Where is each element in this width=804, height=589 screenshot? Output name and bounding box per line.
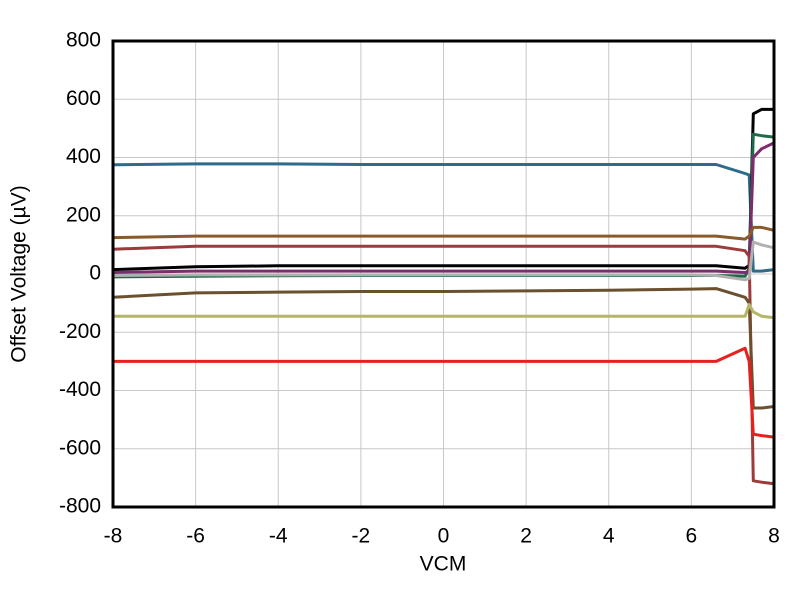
x-tick-label: 6	[686, 525, 698, 548]
y-tick-label: -200	[59, 320, 101, 343]
x-tick-label: -8	[104, 525, 123, 548]
data-line	[113, 303, 775, 320]
x-tick-label: -6	[186, 525, 205, 548]
x-tick-label: 4	[603, 525, 615, 548]
data-line	[112, 240, 775, 282]
x-tick-label: 0	[438, 525, 450, 548]
data-line	[113, 346, 775, 439]
y-tick-label: -800	[59, 495, 101, 518]
data-line	[112, 141, 775, 274]
x-tick-label: -4	[269, 525, 288, 548]
x-axis-label: VCM	[420, 553, 467, 576]
y-tick-label: 600	[66, 87, 101, 110]
y-tick-label: 200	[66, 203, 101, 226]
x-tick-label: -2	[352, 525, 371, 548]
y-tick-label: -600	[59, 436, 101, 459]
y-tick-label: 800	[66, 29, 101, 52]
y-tick-label: 400	[66, 145, 101, 168]
y-tick-label: -400	[59, 378, 101, 401]
y-axis-label: Offset Voltage (µV)	[8, 185, 31, 362]
y-tick-label: 0	[89, 262, 101, 285]
x-tick-label: 8	[768, 525, 780, 548]
data-line	[112, 244, 775, 486]
plot-border	[111, 39, 776, 509]
x-tick-label: 2	[520, 525, 532, 548]
data-line	[112, 225, 775, 241]
data-line	[112, 287, 775, 410]
